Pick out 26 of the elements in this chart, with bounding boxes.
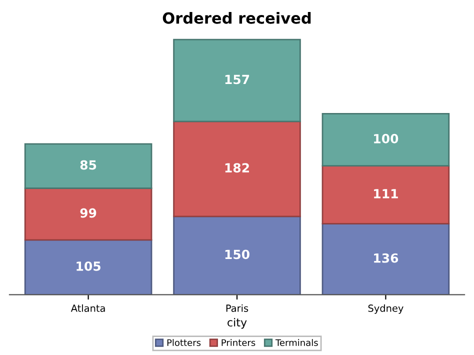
x-axis-title: city xyxy=(228,318,247,329)
bar xyxy=(322,112,450,167)
bar xyxy=(322,223,450,295)
legend-label: Plotters xyxy=(167,339,201,346)
bar xyxy=(322,165,450,224)
legend-label: Printers xyxy=(222,339,256,346)
bar xyxy=(173,38,301,122)
bar xyxy=(173,120,301,218)
chart-title: Ordered received xyxy=(162,12,311,24)
bar xyxy=(24,143,152,189)
data-label: 150 xyxy=(225,250,250,260)
x-tick-label: Sydney xyxy=(368,304,404,314)
data-label: 111 xyxy=(374,189,398,198)
legend-label: Terminals xyxy=(275,339,318,346)
bar xyxy=(173,216,301,295)
data-label: 100 xyxy=(374,134,398,144)
x-tick-label: Atlanta xyxy=(70,304,105,312)
bar xyxy=(24,239,152,295)
x-tick-label: Paris xyxy=(226,304,248,312)
data-label: 157 xyxy=(225,74,250,84)
data-label: 136 xyxy=(374,253,398,263)
bar xyxy=(24,188,152,241)
data-label: 105 xyxy=(76,261,100,271)
data-label: 182 xyxy=(225,163,249,173)
data-label: 85 xyxy=(80,160,96,170)
data-label: 99 xyxy=(80,208,96,218)
